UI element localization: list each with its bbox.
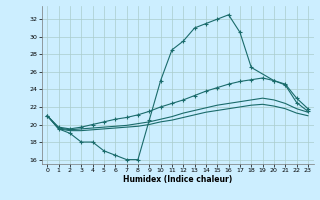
X-axis label: Humidex (Indice chaleur): Humidex (Indice chaleur) xyxy=(123,175,232,184)
